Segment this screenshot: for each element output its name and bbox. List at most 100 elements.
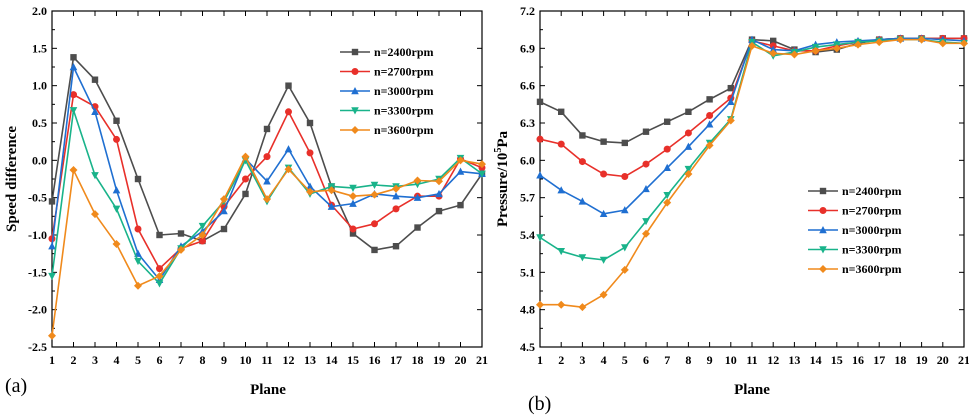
data-point — [600, 170, 608, 178]
data-point — [327, 202, 336, 210]
data-point — [112, 239, 121, 248]
data-point — [349, 184, 357, 192]
data-point — [349, 192, 357, 201]
data-point — [198, 231, 207, 239]
data-point — [306, 187, 314, 196]
data-point — [705, 120, 714, 128]
data-point — [113, 117, 120, 124]
series-n=3600rpm — [536, 35, 968, 312]
data-point — [435, 207, 443, 215]
data-point — [435, 177, 443, 186]
data-point — [155, 280, 164, 288]
data-point — [156, 265, 163, 273]
legend-swatch-marker — [819, 246, 827, 254]
data-point — [91, 210, 99, 219]
data-point — [536, 234, 544, 242]
y-axis-title-main: Speed difference — [4, 126, 20, 232]
data-point — [113, 135, 120, 143]
data-point — [392, 192, 400, 200]
x-tick-label: 16 — [852, 353, 864, 367]
data-point — [642, 229, 650, 238]
y-tick-label: 5.1 — [520, 265, 535, 279]
data-point — [48, 331, 56, 340]
data-point — [112, 186, 121, 194]
data-point — [642, 160, 650, 168]
data-point — [811, 46, 820, 55]
chart-panel-2: 7.26.96.66.36.05.75.45.14.84.51 2 3 4 5 6 7 8 9 1… — [493, 4, 969, 415]
legend-label: n=2400rpm — [842, 184, 902, 198]
x-tick-label: 18 — [412, 353, 424, 367]
data-point — [134, 281, 142, 290]
data-point — [263, 125, 271, 133]
x-tick-label: 5 — [135, 353, 141, 367]
chart-panel-1: 2.01.51.00.50.0-0.5-1.0-1.5-2.0-2.51 2 3 4 5… — [4, 4, 488, 398]
data-point — [621, 244, 629, 252]
x-tick-label: 3 — [579, 353, 585, 367]
y-tick-label: -1.5 — [28, 265, 47, 279]
y-tick-label: 4.8 — [520, 303, 535, 317]
y-axis-title-superscript: 5 — [493, 148, 504, 153]
data-point — [371, 220, 378, 228]
x-tick-label: 8 — [200, 353, 206, 367]
data-point — [199, 237, 206, 245]
data-point — [48, 198, 56, 205]
y-axis-title: Speed difference — [4, 126, 20, 232]
data-point — [177, 230, 185, 237]
legend-swatch-marker — [819, 226, 827, 234]
data-point — [198, 222, 207, 231]
x-tick-label: 13 — [304, 353, 316, 367]
x-tick-label: 5 — [622, 353, 628, 367]
data-point — [370, 190, 379, 199]
series-line — [539, 37, 964, 144]
data-point — [663, 191, 671, 200]
data-point — [134, 225, 142, 233]
x-tick-label: 17 — [873, 353, 885, 367]
data-point — [220, 225, 228, 233]
x-tick-label: 7 — [664, 353, 670, 367]
data-point — [917, 35, 926, 44]
data-point — [284, 145, 293, 153]
x-tick-label: 19 — [433, 353, 445, 367]
data-point — [621, 206, 629, 214]
legend-swatch-marker — [819, 265, 827, 273]
y-tick-label: 6.0 — [520, 153, 535, 167]
data-point — [349, 225, 357, 233]
data-point — [875, 38, 884, 47]
data-point — [91, 172, 99, 180]
legend-label: n=2400rpm — [374, 45, 434, 59]
data-point — [349, 230, 357, 237]
x-tick-label: 20 — [455, 353, 467, 367]
legend-swatch-marker — [351, 126, 359, 134]
data-point — [306, 149, 314, 157]
x-tick-label: 9 — [221, 353, 227, 367]
data-point — [456, 156, 465, 165]
x-tick-label: 13 — [788, 353, 800, 367]
x-tick-label: 15 — [831, 353, 843, 367]
y-tick-label: 6.9 — [520, 41, 535, 55]
x-tick-label: 4 — [601, 353, 607, 367]
legend-swatch-marker — [819, 207, 827, 214]
data-point — [578, 158, 586, 166]
data-point — [684, 165, 693, 174]
data-point — [456, 167, 465, 175]
data-point — [600, 138, 607, 145]
data-point — [663, 198, 672, 207]
legend-label: n=3000rpm — [842, 223, 902, 237]
data-point — [684, 170, 693, 179]
x-tick-label: 20 — [937, 353, 949, 367]
data-point — [478, 170, 486, 178]
data-point — [748, 41, 756, 50]
data-point — [558, 108, 565, 115]
series-n=3000rpm — [536, 34, 968, 218]
legend-label: n=3600rpm — [842, 262, 902, 276]
data-point — [263, 177, 271, 185]
data-point — [91, 76, 99, 83]
data-point — [48, 272, 56, 281]
x-tick-label: 10 — [240, 353, 252, 367]
y-tick-label: 0.5 — [32, 116, 47, 130]
y-tick-label: 1.0 — [32, 79, 47, 93]
x-tick-label: 1 — [49, 353, 55, 367]
data-point — [663, 145, 671, 153]
data-point — [896, 35, 905, 44]
data-point — [48, 242, 56, 250]
